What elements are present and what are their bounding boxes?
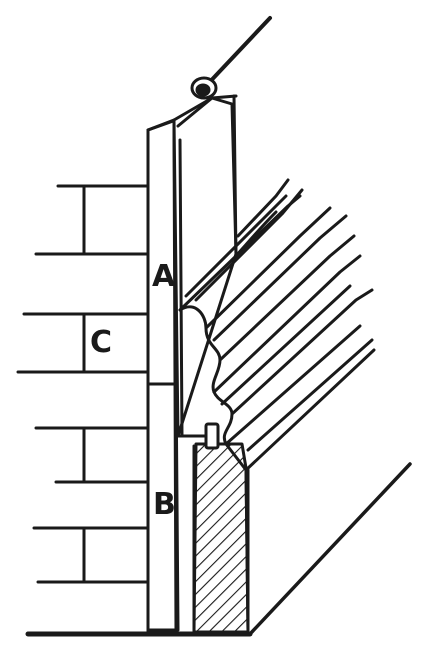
ground-piece	[146, 118, 180, 634]
floor-edge	[248, 462, 412, 636]
plinth-section	[192, 442, 250, 634]
upper-board	[172, 94, 238, 438]
label-a: A	[152, 259, 176, 294]
dowel	[204, 422, 220, 450]
moulding	[178, 178, 376, 632]
label-c: C	[90, 325, 113, 360]
nail	[190, 16, 272, 100]
label-b: B	[153, 487, 176, 522]
brick-wall-c	[16, 184, 150, 584]
